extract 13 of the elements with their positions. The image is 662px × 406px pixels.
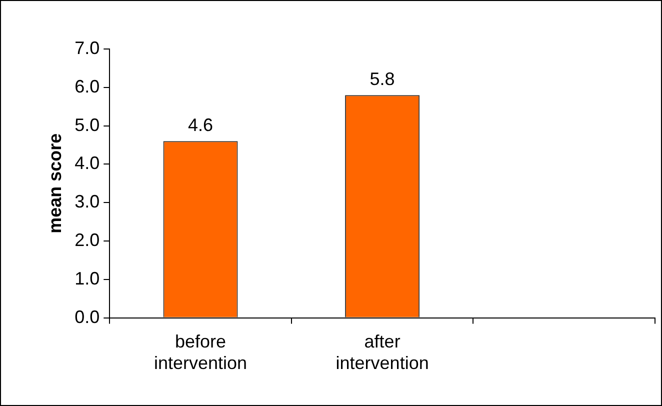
y-axis-title: mean score <box>44 133 65 234</box>
x-tick-label: before intervention <box>154 332 248 374</box>
data-label: 4.6 <box>188 115 214 136</box>
y-tick-label: 4.0 <box>74 153 100 174</box>
y-tick-label: 1.0 <box>74 268 100 288</box>
y-tick-label: 0.0 <box>74 306 100 327</box>
y-tick-label: 7.0 <box>74 38 100 58</box>
y-tick-label: 5.0 <box>74 114 100 135</box>
x-tick-label: after intervention <box>336 332 429 374</box>
y-tick-label: 6.0 <box>74 76 100 96</box>
y-tick-label: 2.0 <box>74 230 100 250</box>
y-tick-label: 3.0 <box>74 192 100 212</box>
data-label: 5.8 <box>370 69 395 90</box>
